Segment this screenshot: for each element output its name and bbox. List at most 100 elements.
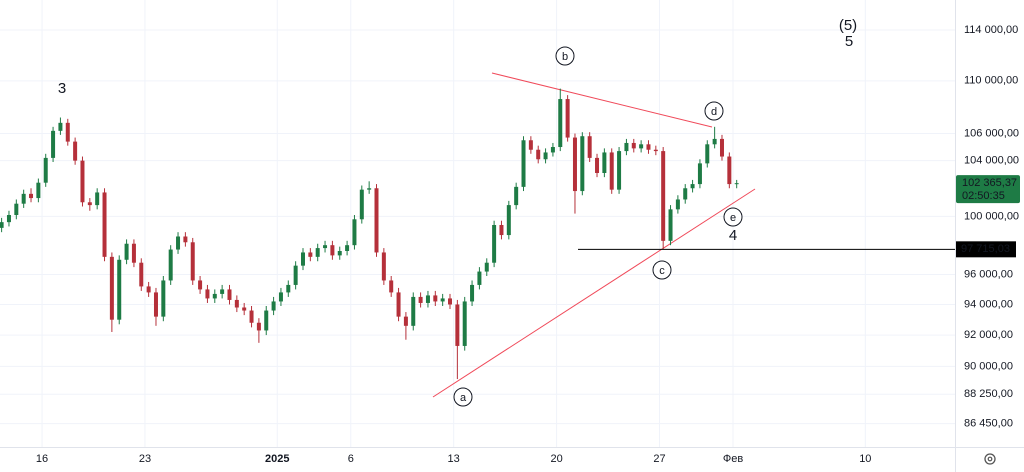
candle-body [705, 144, 710, 164]
candle-body [227, 289, 232, 300]
candle-body [514, 186, 519, 206]
candle [176, 232, 181, 254]
candle-body [550, 147, 555, 153]
candle-body [661, 151, 666, 241]
candle-body [543, 152, 548, 160]
candle [521, 136, 526, 192]
candle [418, 292, 423, 308]
candle [73, 137, 78, 165]
y-tick-label: 86 450,00 [964, 418, 1013, 430]
candle [6, 210, 11, 227]
candle [198, 276, 203, 294]
candle-body [300, 252, 305, 266]
candle [131, 239, 136, 268]
candle-body [220, 289, 225, 294]
candle [536, 145, 541, 164]
candle [624, 138, 629, 156]
x-tick-label: 10 [859, 453, 871, 465]
candle-body [528, 140, 533, 150]
candle [565, 95, 570, 142]
candle-body [139, 262, 144, 287]
wave-label: e [730, 212, 736, 224]
candle [205, 284, 210, 303]
candle-body [536, 149, 541, 160]
candle-body [95, 192, 100, 206]
candle-body [205, 289, 210, 299]
candle-body [43, 157, 48, 183]
candle-body [153, 292, 158, 317]
candle-body [425, 295, 430, 303]
candle [617, 147, 622, 194]
candle [448, 293, 453, 310]
candle [300, 248, 305, 271]
wave-circle [704, 101, 724, 121]
candle-body [87, 202, 92, 206]
candle [462, 296, 467, 351]
candle-body [36, 182, 41, 199]
candle [396, 287, 401, 322]
wave-label: 4 [729, 227, 737, 244]
candle-body [558, 99, 563, 148]
candle-body [396, 292, 401, 317]
candle-body [168, 249, 173, 281]
candle [492, 220, 497, 268]
candle [58, 117, 63, 135]
candle [80, 156, 85, 207]
wave-label: (5) [839, 17, 857, 34]
candle [337, 246, 342, 260]
candle [389, 276, 394, 297]
candle-body [65, 122, 70, 142]
candle-body [617, 151, 622, 190]
candle [506, 200, 511, 240]
candle [639, 140, 644, 153]
candle-body [190, 242, 195, 281]
candle-body [234, 299, 239, 308]
y-tick-label: 106 000,00 [964, 127, 1019, 139]
candle [484, 258, 489, 277]
candle [168, 245, 173, 285]
wave-label: c [659, 265, 665, 277]
y-tick-label: 114 000,00 [964, 24, 1018, 36]
candle [161, 276, 166, 322]
candle [572, 133, 577, 214]
candle-body [653, 149, 658, 152]
countdown: 02:50:35 [962, 190, 1005, 202]
candle [271, 296, 276, 316]
candle [242, 302, 247, 316]
candle [631, 138, 636, 153]
candle-body [308, 252, 313, 257]
candle-body [411, 296, 416, 326]
candle-body [0, 222, 4, 228]
candle [550, 142, 555, 157]
candle-body [484, 262, 489, 272]
candle [477, 267, 482, 290]
candle-body [609, 152, 614, 190]
candle-body [109, 256, 114, 320]
wave-label: b [562, 51, 568, 63]
candle [212, 289, 217, 303]
candle-body [675, 199, 680, 210]
candle [51, 126, 56, 163]
candle [609, 148, 614, 194]
candle [719, 134, 724, 161]
candle [234, 295, 239, 313]
candle-body [719, 138, 724, 157]
candle [543, 148, 548, 164]
candle [646, 140, 651, 154]
candle [0, 217, 4, 233]
candle [712, 126, 717, 149]
candle [653, 145, 658, 156]
candle-body [117, 259, 122, 320]
candle [359, 185, 364, 224]
settings-button[interactable] [978, 449, 1002, 469]
candle [95, 188, 100, 210]
candle [528, 136, 533, 154]
y-tick-label: 90 000,00 [964, 360, 1013, 372]
candle [227, 284, 232, 305]
candle [411, 292, 416, 331]
wave-circle [555, 46, 575, 66]
candle-body [73, 141, 78, 161]
candle-body [455, 304, 460, 346]
candle-body [587, 136, 592, 158]
candle-body [51, 130, 56, 158]
